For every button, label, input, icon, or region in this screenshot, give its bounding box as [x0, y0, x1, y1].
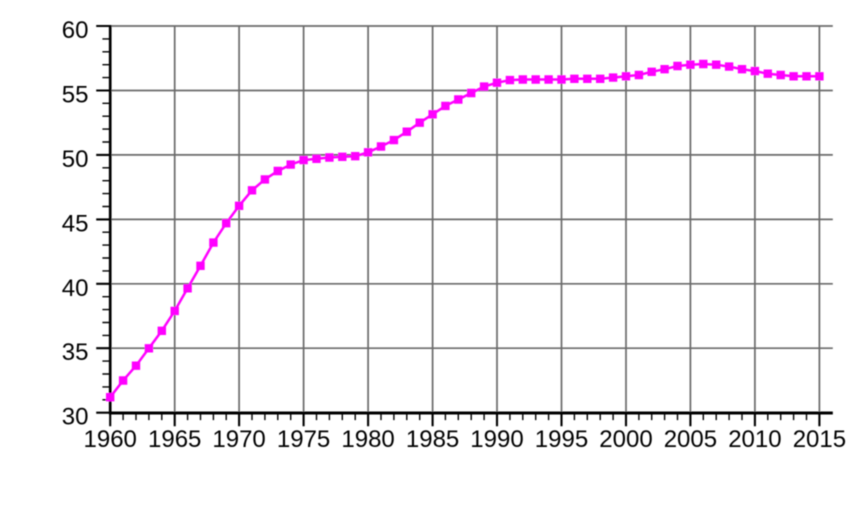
svg-text:50: 50 [62, 146, 89, 173]
svg-text:40: 40 [62, 275, 89, 302]
svg-text:1995: 1995 [535, 426, 588, 453]
svg-text:60: 60 [62, 17, 89, 44]
svg-text:1985: 1985 [406, 426, 459, 453]
svg-text:2010: 2010 [728, 426, 781, 453]
svg-text:1990: 1990 [470, 426, 523, 453]
svg-text:2015: 2015 [793, 426, 846, 453]
svg-text:1980: 1980 [341, 426, 394, 453]
svg-text:1965: 1965 [148, 426, 201, 453]
svg-text:1975: 1975 [277, 426, 330, 453]
svg-text:30: 30 [62, 404, 89, 431]
svg-text:35: 35 [62, 339, 89, 366]
svg-text:2005: 2005 [664, 426, 717, 453]
svg-text:45: 45 [62, 210, 89, 237]
svg-text:1960: 1960 [84, 426, 137, 453]
svg-text:55: 55 [62, 82, 89, 109]
svg-text:1970: 1970 [212, 426, 265, 453]
svg-text:2000: 2000 [599, 426, 652, 453]
